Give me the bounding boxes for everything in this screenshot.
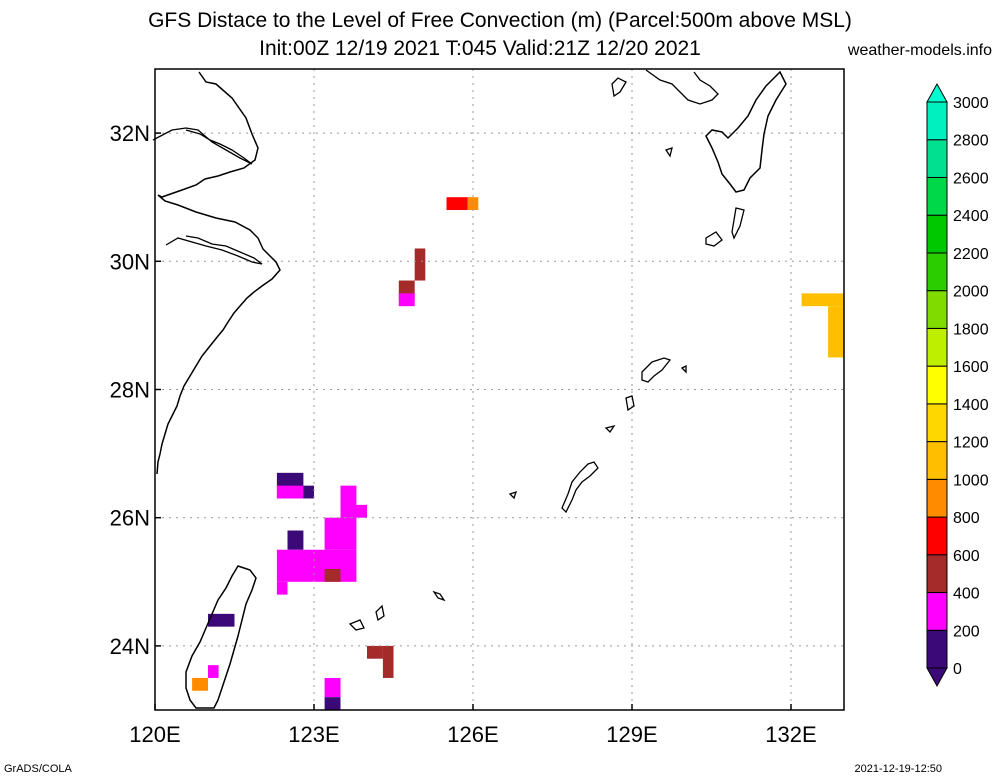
- okinawa-island: [561, 461, 599, 514]
- x-tick-label: 123E: [288, 722, 339, 747]
- y-tick-label: 32N: [110, 121, 150, 146]
- colorbar-label: 1600: [953, 359, 989, 376]
- y-tick-label: 26N: [110, 506, 150, 531]
- heatmap-cell: [398, 293, 415, 307]
- miyako-island: [432, 590, 446, 602]
- heatmap-cell: [192, 677, 208, 691]
- heatmap-cell: [828, 306, 844, 358]
- footer-timestamp: 2021-12-19-12:50: [854, 763, 942, 775]
- kyushu-coastline: [705, 70, 787, 193]
- colorbar-swatch: [926, 214, 948, 254]
- coastlines: [152, 69, 787, 709]
- heatmap-cell: [287, 530, 304, 550]
- x-tick-label: 129E: [606, 722, 657, 747]
- heatmap-cell: [367, 645, 383, 659]
- colorbar-swatch: [926, 403, 948, 443]
- heatmap-cell: [208, 665, 219, 678]
- colorbar-label: 1000: [953, 472, 989, 489]
- yakushima-island: [705, 231, 723, 247]
- heatmap-cell: [324, 697, 341, 710]
- colorbar-swatch: [926, 176, 948, 216]
- heatmap-cell: [276, 549, 357, 582]
- x-tick-label: 132E: [765, 722, 816, 747]
- grid-lines: [155, 69, 844, 710]
- tokunoshima-island: [625, 395, 635, 412]
- y-tick-label: 24N: [110, 634, 150, 659]
- colorbar-label: 2000: [953, 284, 989, 301]
- heatmap-cell: [382, 645, 394, 678]
- heatmap-cell: [276, 485, 304, 499]
- colorbar-label: 400: [953, 586, 980, 603]
- heatmap-cell: [414, 248, 426, 281]
- colorbar-label: 3000: [953, 95, 989, 112]
- colorbar-label: 2600: [953, 170, 989, 187]
- heatmap-cell: [324, 517, 357, 550]
- colorbar-swatch: [926, 441, 948, 480]
- colorbar: 0 200 400 600 800 1000 1200 1400 1600 1800 2000 220…: [926, 82, 989, 688]
- hangzhou-bay: [165, 235, 263, 265]
- colorbar-swatch: [926, 139, 948, 178]
- colorbar-label: 1400: [953, 397, 989, 414]
- china-coastline: [156, 71, 281, 475]
- colorbar-swatch: [926, 365, 948, 405]
- heatmap-cells: [192, 197, 844, 710]
- island: [508, 490, 518, 500]
- colorbar-swatch: [926, 101, 948, 141]
- heatmap-cell: [446, 197, 468, 211]
- colorbar-swatch: [926, 290, 948, 329]
- colorbar-over-arrow: [926, 82, 948, 103]
- colorbar-label: 2200: [953, 246, 989, 263]
- tanegashima-island: [731, 207, 745, 240]
- colorbar-swatch: [926, 252, 948, 292]
- colorbar-label: 600: [953, 548, 980, 565]
- colorbar-swatch: [926, 478, 948, 518]
- y-tick-label: 30N: [110, 249, 150, 274]
- colorbar-label: 200: [953, 623, 980, 640]
- heatmap-cell: [276, 581, 288, 595]
- heatmap-cell: [303, 485, 314, 499]
- chart-subtitle: Init:00Z 12/19 2021 T:045 Valid:21Z 12/2…: [259, 37, 701, 60]
- island: [680, 364, 687, 374]
- colorbar-label: 800: [953, 510, 980, 527]
- island: [664, 147, 673, 158]
- heatmap-cell: [340, 504, 367, 518]
- colorbar-swatch: [926, 592, 948, 631]
- heatmap-cell: [324, 677, 341, 698]
- colorbar-swatch: [926, 516, 948, 556]
- colorbar-label: 1200: [953, 435, 989, 452]
- iriomote-island: [348, 619, 365, 631]
- site-credit: weather-models.info: [847, 42, 992, 59]
- colorbar-swatch: [926, 327, 948, 367]
- taiwan-coastline: [185, 565, 257, 709]
- island: [604, 424, 616, 434]
- heatmap-cell: [208, 613, 235, 627]
- colorbar-swatch: [926, 554, 948, 594]
- yangtze-estuary: [152, 127, 253, 165]
- axis-ticks: 120E 123E 126E 129E 132E 24N 26N 28N 30N 32N: [110, 121, 817, 747]
- ishigaki-island: [375, 604, 385, 622]
- colorbar-label: 0: [953, 661, 962, 678]
- footer-software: GrADS/COLA: [4, 763, 72, 775]
- colorbar-label: 2800: [953, 133, 989, 150]
- chart-title: GFS Distace to the Level of Free Convect…: [148, 9, 852, 32]
- colorbar-label: 1800: [953, 321, 989, 338]
- heatmap-cell: [801, 293, 844, 307]
- x-tick-label: 120E: [129, 722, 180, 747]
- colorbar-swatch: [926, 629, 948, 669]
- korea-coastline: [611, 69, 719, 105]
- amami-island: [641, 357, 672, 383]
- heatmap-cell: [324, 568, 341, 582]
- colorbar-under-arrow: [926, 667, 948, 688]
- colorbar-label: 2400: [953, 208, 989, 225]
- x-tick-label: 126E: [447, 722, 498, 747]
- y-tick-label: 28N: [110, 378, 150, 403]
